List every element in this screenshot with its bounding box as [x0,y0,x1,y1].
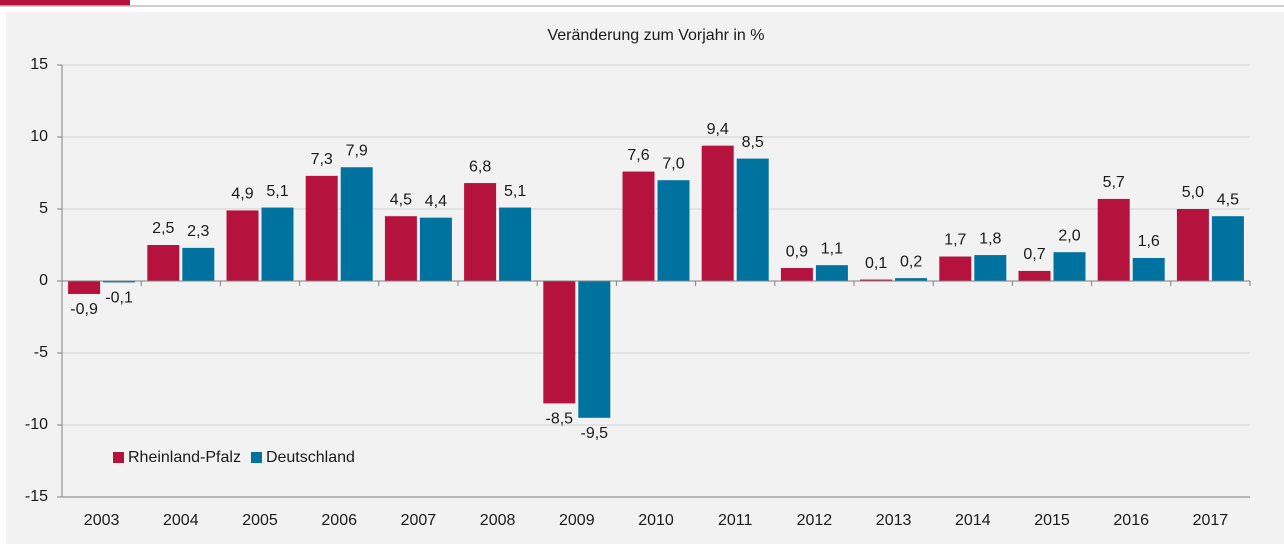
bar [860,279,893,281]
x-tick-label: 2007 [401,512,437,529]
value-label: 6,8 [469,158,491,175]
value-label: 4,5 [1217,191,1239,208]
value-label: 2,5 [152,220,174,237]
bar [578,281,611,418]
bar [701,145,734,281]
bar [622,171,655,281]
value-label: 2,3 [187,223,209,240]
bar [543,281,576,404]
x-tick-label: 2017 [1193,512,1229,529]
x-tick-label: 2004 [163,512,199,529]
y-tick-label: 10 [30,128,48,145]
bar [305,175,338,281]
value-label: 0,7 [1023,246,1045,263]
header-accent [0,0,130,6]
value-label: 2,0 [1058,227,1080,244]
y-tick-label: -5 [34,344,48,361]
bar [974,255,1007,281]
bar [68,281,101,294]
bar [147,245,180,281]
x-tick-label: 2011 [718,512,753,529]
bar [103,281,136,283]
bar [499,207,532,281]
value-label: -0,9 [70,301,98,318]
x-tick-label: 2003 [84,512,120,529]
bar [1018,270,1051,281]
chart-title: Veränderung zum Vorjahr in % [547,27,764,44]
bar [736,158,769,281]
x-tick-label: 2009 [559,512,595,529]
x-tick-label: 2012 [797,512,833,529]
value-label: 5,7 [1103,174,1125,191]
value-label: 7,3 [311,151,333,168]
value-label: 7,9 [346,142,368,159]
value-label: 4,5 [390,191,412,208]
x-tick-label: 2013 [876,512,912,529]
y-tick-label: 0 [39,272,48,289]
value-label: 1,7 [944,232,966,249]
value-label: 1,1 [821,240,843,257]
bar [464,183,497,281]
bar [1053,252,1086,281]
bar [1211,216,1244,281]
value-label: 7,6 [627,147,649,164]
legend-label: Deutschland [266,449,355,466]
value-label: -8,5 [546,411,574,428]
y-tick-label: -15 [25,488,48,505]
bar [657,180,690,281]
value-label: 0,9 [786,243,808,260]
value-label: 7,0 [662,155,684,172]
x-tick-label: 2016 [1113,512,1149,529]
value-label: 8,5 [742,134,764,151]
y-tick-label: 15 [30,56,48,73]
value-label: 0,2 [900,253,922,270]
bar [340,167,373,281]
value-label: 4,4 [425,193,447,210]
legend-swatch [113,452,124,463]
bar [1097,198,1130,281]
x-tick-label: 2010 [638,512,674,529]
value-label: 5,1 [504,183,526,200]
bar [1132,257,1165,281]
x-tick-label: 2006 [321,512,357,529]
value-label: 1,6 [1138,233,1160,250]
bar [1176,209,1209,281]
bar [226,210,259,281]
bar [419,217,452,281]
value-label: 9,4 [707,121,729,138]
x-tick-label: 2005 [242,512,278,529]
y-tick-label: 5 [39,200,48,217]
y-tick-label: -10 [25,416,48,433]
x-tick-label: 2015 [1034,512,1070,529]
value-label: 1,8 [979,230,1001,247]
value-label: 5,0 [1182,184,1204,201]
x-tick-label: 2008 [480,512,516,529]
value-label: 0,1 [865,255,887,272]
x-tick-label: 2014 [955,512,991,529]
bar [895,278,928,281]
legend-label: Rheinland-Pfalz [128,449,241,466]
bar [182,247,215,281]
legend-swatch [250,452,262,463]
value-label: -9,5 [581,425,609,442]
bar [939,256,972,281]
bar [815,265,848,281]
bar [780,268,813,281]
value-label: 5,1 [266,183,288,200]
value-label: -0,1 [105,290,133,307]
bar [384,216,417,281]
bar [261,207,294,281]
value-label: 4,9 [231,186,253,203]
